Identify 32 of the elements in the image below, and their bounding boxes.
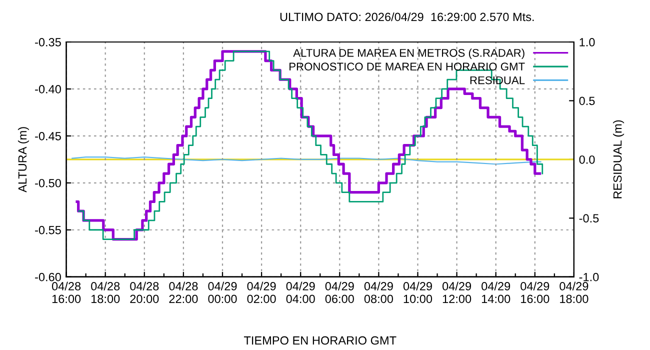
x-tick-label: 04/29 14:00 xyxy=(482,282,510,304)
line-series xyxy=(72,156,542,165)
y2-axis-title: RESIDUAL (m) xyxy=(613,120,624,198)
x-tick-label: 04/29 12:00 xyxy=(442,282,472,304)
x-tick-label: 04/28 22:00 xyxy=(169,282,198,304)
y-tick-label: -0.55 xyxy=(35,226,61,234)
y-tick-label: -0.45 xyxy=(35,132,61,140)
x-tick-label: 04/28 20:00 xyxy=(130,282,159,304)
x-tick-label: 04/29 00:00 xyxy=(208,282,237,304)
legend-label: PRONOSTICO DE MAREA EN HORARIO GMT xyxy=(290,62,525,71)
y2-tick-label: 0.0 xyxy=(579,155,595,164)
y-tick-label: -0.60 xyxy=(35,272,61,282)
y2-tick-label: 0.5 xyxy=(579,96,595,106)
x-tick-label: 04/29 06:00 xyxy=(325,282,354,304)
x-tick-label: 04/29 10:00 xyxy=(403,282,432,304)
legend-label: ALTURA DE MAREA EN METROS (S.RADAR) xyxy=(293,48,524,60)
y-tick-label: -0.50 xyxy=(35,178,61,188)
y-tick-label: -0.40 xyxy=(35,85,61,94)
x-tick-label: 04/28 18:00 xyxy=(91,282,120,304)
x-tick-label: 04/29 02:00 xyxy=(247,282,276,304)
x-tick-label: 04/29 04:00 xyxy=(286,282,315,304)
y2-tick-label: 1.0 xyxy=(580,38,595,46)
y-tick-label: -0.35 xyxy=(35,38,61,46)
x-tick-label: 04/28 16:00 xyxy=(52,282,81,304)
chart-title: ULTIMO DATO: 2026/04/29 16:29:00 2.570 Mts. xyxy=(280,12,534,22)
x-tick-label: 04/29 08:00 xyxy=(364,282,394,304)
x-tick-label: 04/29 16:00 xyxy=(520,282,550,304)
x-axis-title: TIEMPO EN HORARIO GMT xyxy=(244,336,396,345)
y2-tick-label: -0.5 xyxy=(579,214,599,223)
x-tick-label: 04/29 18:00 xyxy=(560,282,588,304)
y-axis-title: ALTURA (m) xyxy=(18,127,29,192)
y2-tick-label: -1.0 xyxy=(579,272,599,282)
